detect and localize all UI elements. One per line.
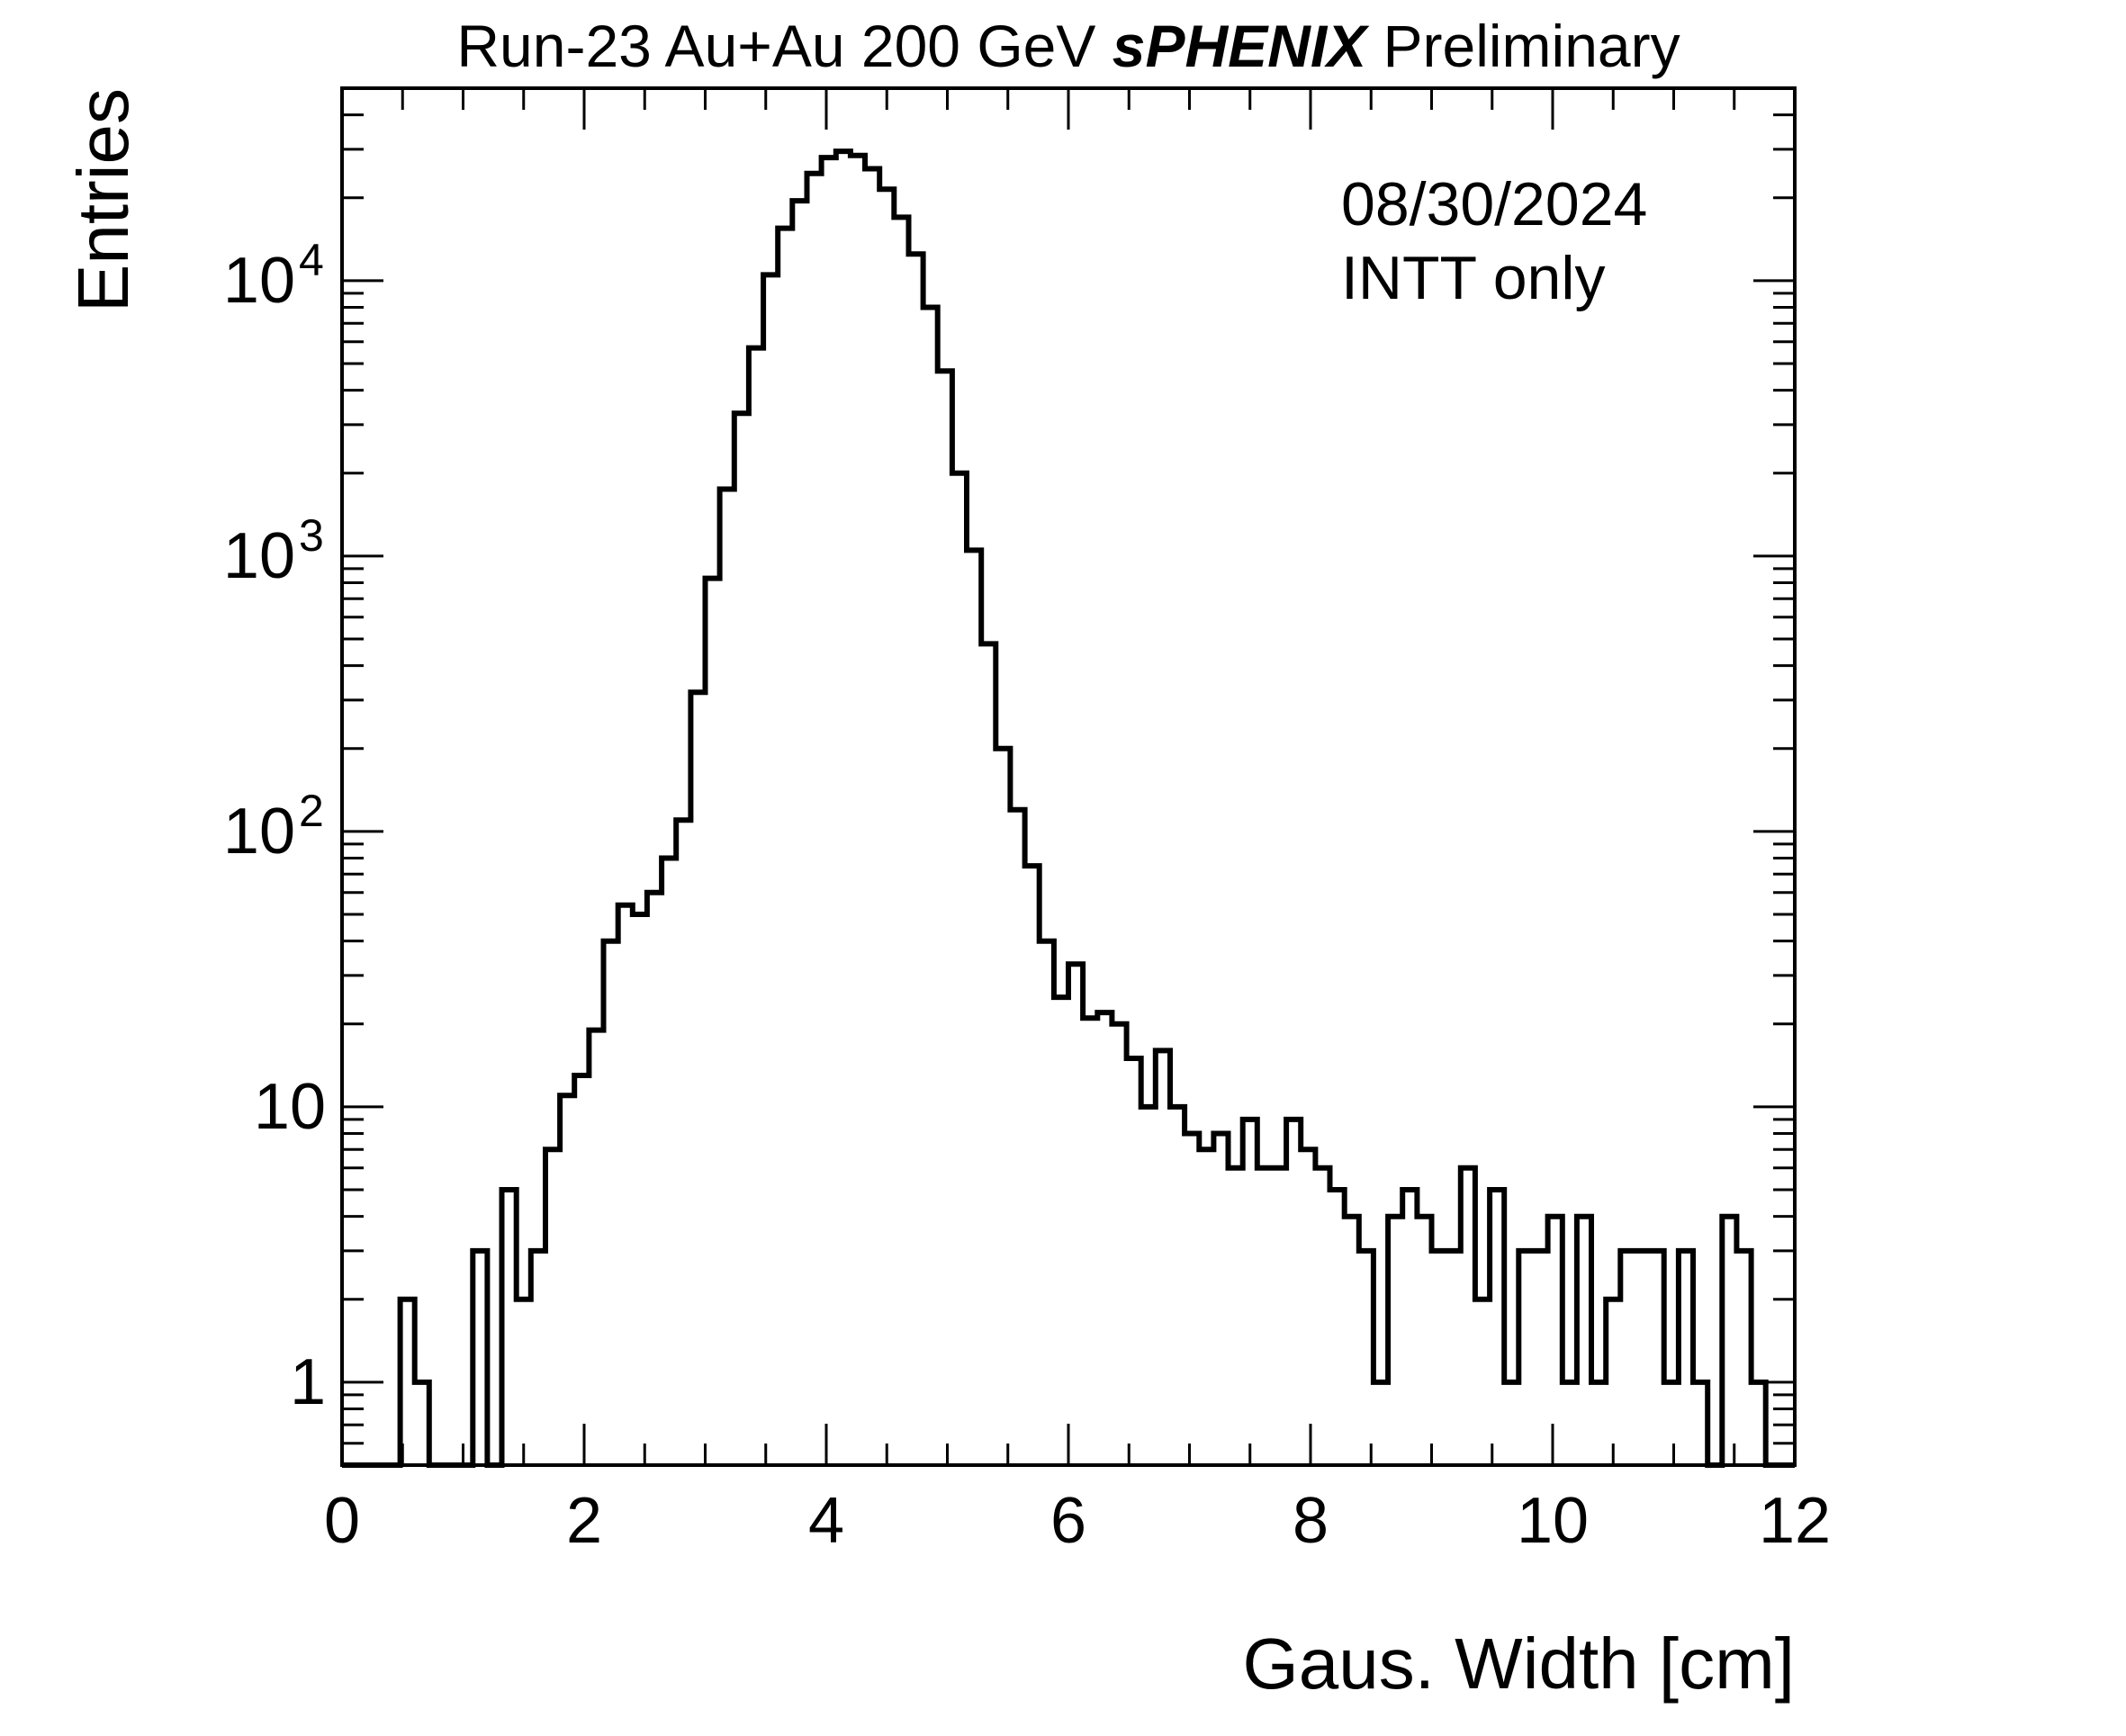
histogram-series bbox=[342, 148, 1795, 1468]
chart-title-suffix: Preliminary bbox=[1366, 13, 1680, 79]
x-tick-label: 10 bbox=[1517, 1485, 1589, 1557]
x-tick-label: 4 bbox=[808, 1485, 844, 1557]
annotation-date: 08/30/2024 bbox=[1341, 170, 1647, 238]
y-tick-exponent: 2 bbox=[299, 786, 324, 836]
y-tick-exponent: 3 bbox=[299, 510, 324, 561]
y-tick-exponent: 4 bbox=[299, 235, 324, 285]
plot-frame bbox=[340, 86, 1797, 1467]
y-tick-label: 10 bbox=[223, 245, 295, 317]
chart-title: Run-23 Au+Au 200 GeV sPHENIX Preliminary bbox=[456, 13, 1680, 79]
x-axis-label: Gaus. Width [cm] bbox=[1243, 1624, 1795, 1704]
y-axis-label: Entries bbox=[63, 88, 143, 312]
y-tick-label: 10 bbox=[223, 520, 295, 592]
chart-title-prefix: Run-23 Au+Au 200 GeV bbox=[456, 13, 1112, 79]
x-tick-label: 6 bbox=[1050, 1485, 1086, 1557]
chart-title-experiment: sPHENIX bbox=[1113, 13, 1370, 79]
y-tick-label: 10 bbox=[223, 796, 295, 868]
x-tick-label: 8 bbox=[1293, 1485, 1329, 1557]
y-tick-label: 10 bbox=[254, 1071, 326, 1143]
annotation-detector: INTT only bbox=[1341, 244, 1605, 312]
y-tick-label: 1 bbox=[290, 1346, 326, 1418]
x-tick-label: 2 bbox=[566, 1485, 602, 1557]
x-tick-label: 12 bbox=[1759, 1485, 1831, 1557]
x-tick-label: 0 bbox=[324, 1485, 360, 1557]
